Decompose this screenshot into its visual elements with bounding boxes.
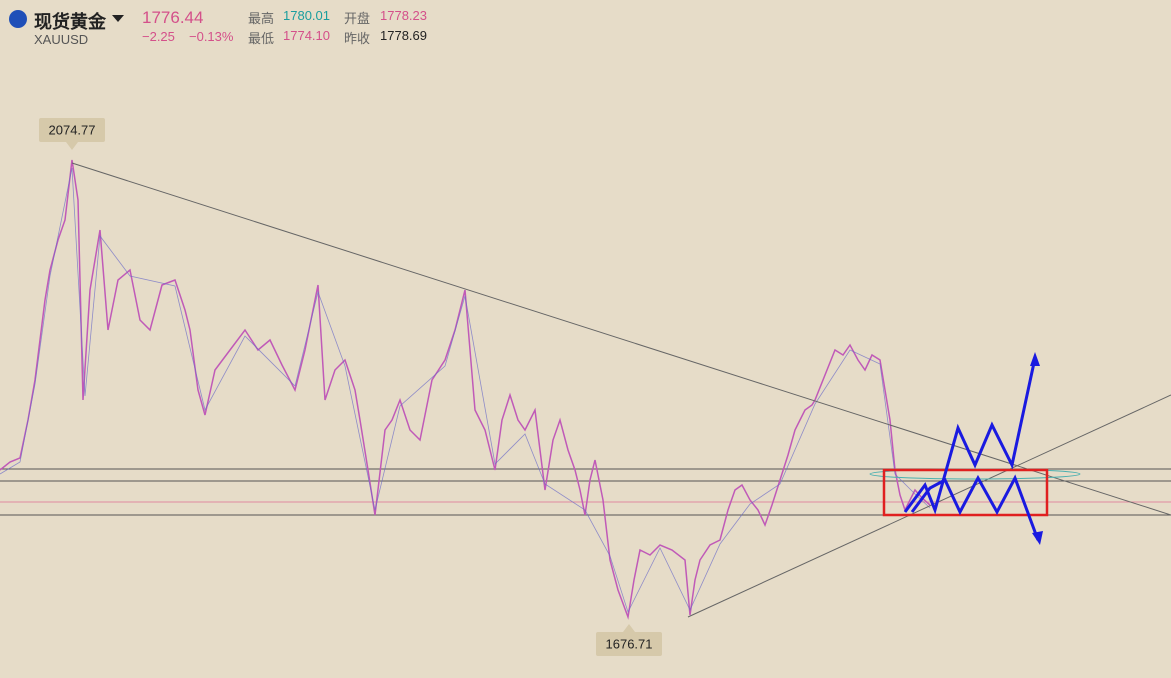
low-label: 1676.71: [606, 636, 653, 651]
dropdown-caret[interactable]: [112, 15, 124, 22]
price-change: −2.25: [142, 29, 175, 44]
price-series-shadow: [0, 167, 931, 614]
stat-value: 1774.10: [283, 28, 330, 43]
instrument-name[interactable]: 现货黄金: [34, 12, 106, 32]
stat-value: 1780.01: [283, 8, 330, 23]
symbol-icon: [9, 10, 27, 28]
high-label-box: [39, 118, 105, 142]
stat-label: 最低: [248, 31, 275, 46]
high-label-pointer: [66, 142, 78, 150]
arrow-head: [1032, 531, 1043, 545]
stat-value: 1778.23: [380, 8, 427, 23]
stat-label: 昨收: [344, 31, 371, 46]
price-change-pct: −0.13%: [189, 29, 234, 44]
price-series: [0, 159, 931, 620]
instrument-symbol: XAUUSD: [34, 32, 89, 47]
forecast-arrows: [903, 357, 1040, 541]
last-price: 1776.44: [142, 8, 204, 27]
high-label: 2074.77: [49, 122, 96, 137]
low-label-pointer: [623, 624, 635, 632]
low-label-box: [596, 632, 662, 656]
stat-label: 最高: [248, 11, 275, 26]
stat-value: 1778.69: [380, 28, 427, 43]
trend-line: [71, 162, 1171, 516]
trend-line: [687, 394, 1171, 618]
arrow-head: [1030, 352, 1040, 366]
stat-label: 开盘: [344, 11, 371, 26]
range-box: [882, 468, 1049, 517]
